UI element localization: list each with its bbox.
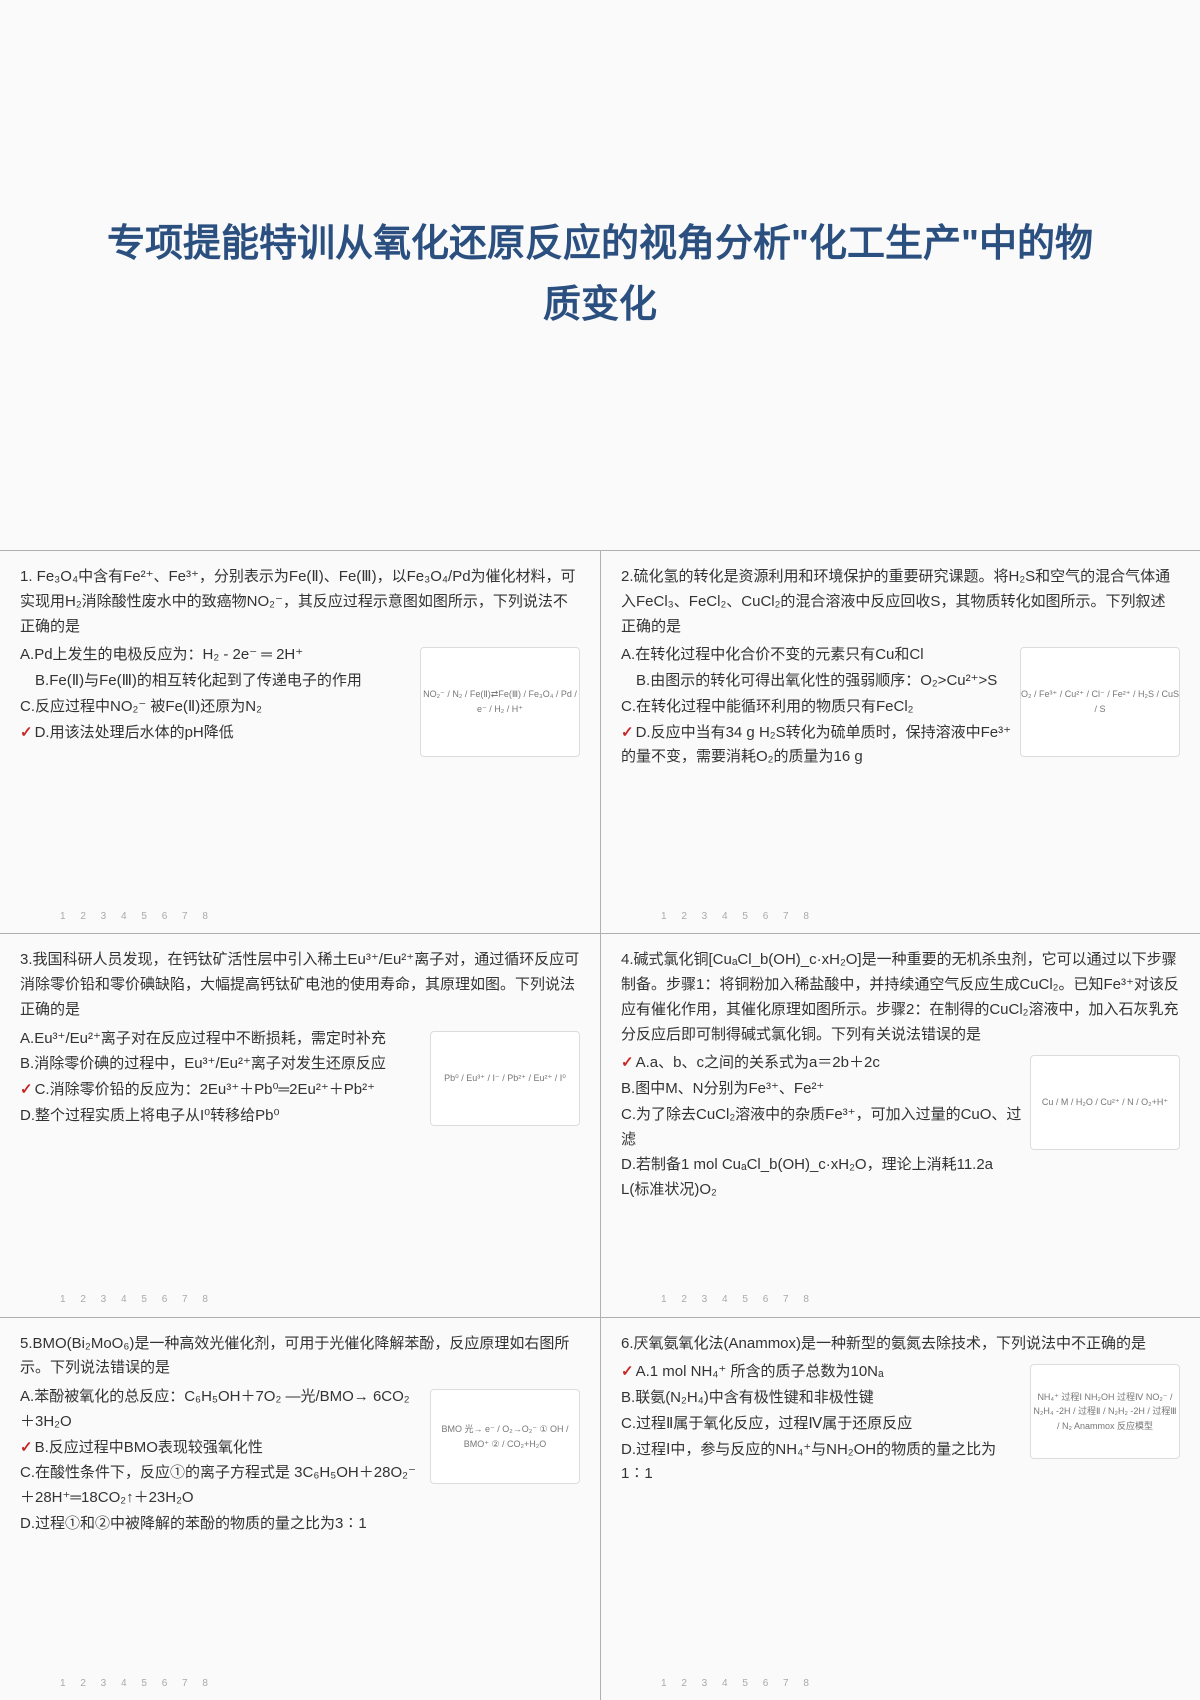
option-text: 消除零价铅的反应为：2Eu³⁺＋Pb⁰═2Eu²⁺＋Pb²⁺ — [50, 1081, 375, 1098]
option-text: 苯酚被氧化的总反应：C₆H₅OH＋7O₂ —光/BMO→ 6CO₂＋3H₂O — [20, 1388, 410, 1430]
option-text: Fe(Ⅱ)与Fe(Ⅲ)的相互转化起到了传递电子的作用 — [49, 672, 362, 689]
pager: 1 2 3 4 5 6 7 8 — [60, 1676, 214, 1693]
diagram-placeholder: NH₄⁺ 过程Ⅰ NH₂OH 过程Ⅳ NO₂⁻ / N₂H₄ -2H / 过程Ⅱ… — [1030, 1364, 1180, 1459]
diagram-placeholder: O₂ / Fe³⁺ / Cu²⁺ / Cl⁻ / Fe²⁺ / H₂S / Cu… — [1020, 647, 1180, 757]
pager: 1 2 3 4 5 6 7 8 — [661, 909, 815, 926]
diagram-placeholder: BMO 光→ e⁻ / O₂→O₂⁻ ① OH / BMO⁺ ② / CO₂+H… — [430, 1389, 580, 1484]
option-text: 在转化过程中化合价不变的元素只有Cu和Cl — [635, 646, 923, 663]
option-text: 整个过程实质上将电子从I⁰转移给Pb⁰ — [35, 1107, 280, 1124]
pager: 1 2 3 4 5 6 7 8 — [661, 1292, 815, 1309]
option-label: D. — [636, 724, 651, 741]
option-text: 为了除去CuCl₂溶液中的杂质Fe³⁺，可加入过量的CuO、过滤 — [621, 1106, 1021, 1148]
option-text: 过程①和②中被降解的苯酚的物质的量之比为3∶1 — [35, 1515, 367, 1532]
question-stem: 4.碱式氯化铜[CuₐCl_b(OH)_c·xH₂O]是一种重要的无机杀虫剂，它… — [621, 948, 1180, 1047]
option-label: D. — [35, 724, 50, 741]
option-label: D. — [20, 1107, 35, 1124]
option-label: C. — [20, 698, 35, 715]
question-stem: 2.硫化氢的转化是资源利用和环境保护的重要研究课题。将H₂S和空气的混合气体通入… — [621, 565, 1180, 639]
title-block: 专项提能特训从氧化还原反应的视角分析"化工生产"中的物质变化 — [0, 0, 1200, 550]
question-cell: 6.厌氧氨氧化法(Anammox)是一种新型的氨氮去除技术，下列说法中不正确的是… — [600, 1317, 1200, 1700]
option-text: Eu³⁺/Eu²⁺离子对在反应过程中不断损耗，需定时补充 — [34, 1030, 386, 1047]
option-label: B. — [20, 1055, 34, 1072]
option-label: C. — [20, 1464, 35, 1481]
question-stem: 3.我国科研人员发现，在钙钛矿活性层中引入稀土Eu³⁺/Eu²⁺离子对，通过循环… — [20, 948, 580, 1022]
option-label: A. — [636, 1363, 650, 1380]
question-stem: 5.BMO(Bi₂MoO₆)是一种高效光催化剂，可用于光催化降解苯酚，反应原理如… — [20, 1332, 580, 1382]
option-label: D. — [20, 1515, 35, 1532]
option-label: C. — [621, 1415, 636, 1432]
option-label: B. — [621, 1080, 635, 1097]
option-text: Pd上发生的电极反应为：H₂ - 2e⁻ ═ 2H⁺ — [34, 646, 303, 663]
option-label: B. — [636, 672, 650, 689]
option-text: 反应中当有34 g H₂S转化为硫单质时，保持溶液中Fe³⁺的量不变，需要消耗O… — [621, 724, 1011, 766]
option-text: 在转化过程中能循环利用的物质只有FeCl₂ — [636, 698, 914, 715]
option-text: 联氨(N₂H₄)中含有极性键和非极性键 — [635, 1389, 874, 1406]
question-cell: 4.碱式氯化铜[CuₐCl_b(OH)_c·xH₂O]是一种重要的无机杀虫剂，它… — [600, 933, 1200, 1316]
question-cell: 1. Fe₃O₄中含有Fe²⁺、Fe³⁺，分别表示为Fe(Ⅱ)、Fe(Ⅲ)，以F… — [0, 550, 600, 933]
question-grid: 1. Fe₃O₄中含有Fe²⁺、Fe³⁺，分别表示为Fe(Ⅱ)、Fe(Ⅲ)，以F… — [0, 550, 1200, 1700]
option-text: a、b、c之间的关系式为a＝2b＋2c — [650, 1054, 880, 1071]
option-text: 过程Ⅱ属于氧化反应，过程Ⅳ属于还原反应 — [636, 1415, 912, 1432]
option-label: C. — [621, 698, 636, 715]
option-label: B. — [35, 1439, 49, 1456]
question-cell: 5.BMO(Bi₂MoO₆)是一种高效光催化剂，可用于光催化降解苯酚，反应原理如… — [0, 1317, 600, 1700]
option-label: A. — [636, 1054, 650, 1071]
option-text: 过程Ⅰ中，参与反应的NH₄⁺与NH₂OH的物质的量之比为1∶1 — [621, 1441, 996, 1483]
option-text: 若制备1 mol CuₐCl_b(OH)_c·xH₂O，理论上消耗11.2a L… — [621, 1156, 993, 1198]
option-text: 在酸性条件下，反应①的离子方程式是 3C₆H₅OH＋28O₂⁻＋28H⁺═18C… — [20, 1464, 416, 1506]
page-title: 专项提能特训从氧化还原反应的视角分析"化工生产"中的物质变化 — [100, 214, 1100, 336]
option-label: A. — [621, 646, 635, 663]
option-label: A. — [20, 1388, 34, 1405]
option-label: D. — [621, 1156, 636, 1173]
pager: 1 2 3 4 5 6 7 8 — [60, 909, 214, 926]
option-label: B. — [35, 672, 49, 689]
question-stem: 6.厌氧氨氧化法(Anammox)是一种新型的氨氮去除技术，下列说法中不正确的是 — [621, 1332, 1180, 1357]
option-text: 反应过程中NO₂⁻ 被Fe(Ⅱ)还原为N₂ — [35, 698, 262, 715]
answer-option: D.若制备1 mol CuₐCl_b(OH)_c·xH₂O，理论上消耗11.2a… — [621, 1153, 1180, 1203]
diagram-placeholder: Pb⁰ / Eu³⁺ / I⁻ / Pb²⁺ / Eu²⁺ / I⁰ — [430, 1031, 580, 1126]
option-label: A. — [20, 646, 34, 663]
pager: 1 2 3 4 5 6 7 8 — [661, 1676, 815, 1693]
diagram-placeholder: Cu / M / H₂O / Cu²⁺ / N / O₂+H⁺ — [1030, 1055, 1180, 1150]
option-text: 用该法处理后水体的pH降低 — [50, 724, 234, 741]
option-text: 由图示的转化可得出氧化性的强弱顺序：O₂>Cu²⁺>S — [650, 672, 997, 689]
question-stem: 1. Fe₃O₄中含有Fe²⁺、Fe³⁺，分别表示为Fe(Ⅱ)、Fe(Ⅲ)，以F… — [20, 565, 580, 639]
question-cell: 3.我国科研人员发现，在钙钛矿活性层中引入稀土Eu³⁺/Eu²⁺离子对，通过循环… — [0, 933, 600, 1316]
pager: 1 2 3 4 5 6 7 8 — [60, 1292, 214, 1309]
answer-option: D.过程①和②中被降解的苯酚的物质的量之比为3∶1 — [20, 1512, 580, 1537]
option-label: A. — [20, 1030, 34, 1047]
option-text: 1 mol NH₄⁺ 所含的质子总数为10Nₐ — [650, 1363, 884, 1380]
question-cell: 2.硫化氢的转化是资源利用和环境保护的重要研究课题。将H₂S和空气的混合气体通入… — [600, 550, 1200, 933]
option-text: 反应过程中BMO表现较强氧化性 — [49, 1439, 263, 1456]
option-label: C. — [621, 1106, 636, 1123]
option-label: B. — [621, 1389, 635, 1406]
diagram-placeholder: NO₂⁻ / N₂ / Fe(Ⅱ)⇄Fe(Ⅲ) / Fe₃O₄ / Pd / e… — [420, 647, 580, 757]
option-text: 图中M、N分别为Fe³⁺、Fe²⁺ — [635, 1080, 824, 1097]
option-label: D. — [621, 1441, 636, 1458]
option-label: C. — [35, 1081, 50, 1098]
option-text: 消除零价碘的过程中，Eu³⁺/Eu²⁺离子对发生还原反应 — [34, 1055, 386, 1072]
